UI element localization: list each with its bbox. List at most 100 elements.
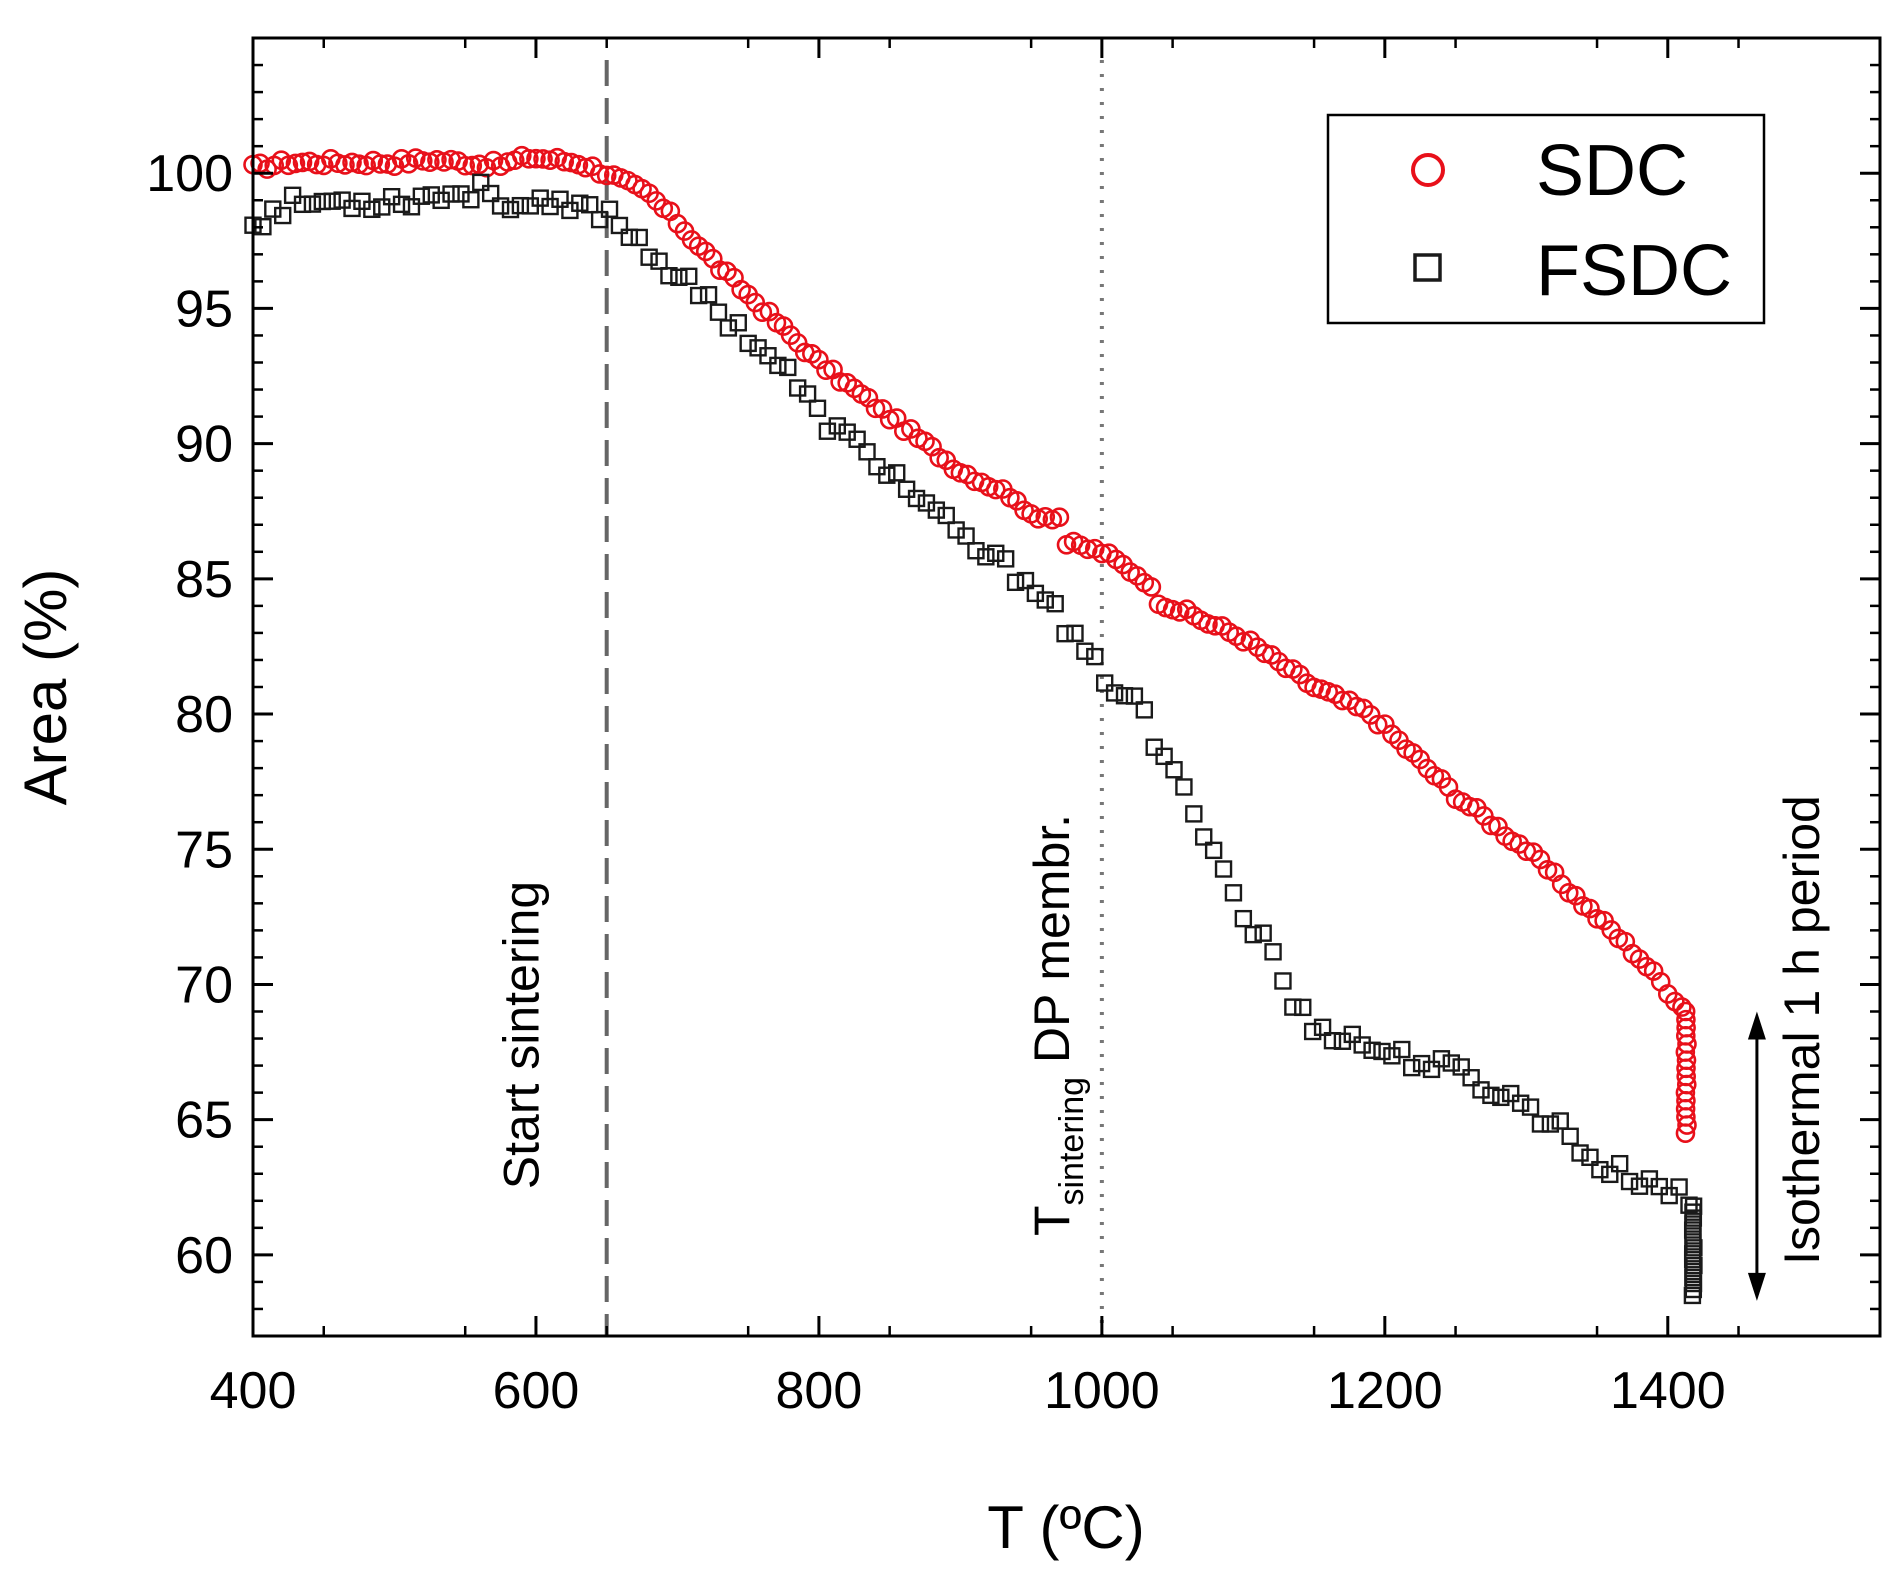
sdc-point (1077, 539, 1098, 560)
sdc-point (1360, 705, 1381, 725)
fsdc-point (1591, 1160, 1609, 1179)
fsdc-point (363, 200, 381, 219)
sdc-point (292, 152, 313, 173)
fsdc-point (1234, 909, 1253, 928)
fsdc-point (858, 443, 876, 461)
legend-box (1326, 113, 1766, 325)
fsdc-point (699, 286, 718, 304)
sintering-temperature-label: Tsintering DP membr. (1024, 814, 1091, 1236)
fsdc-point (709, 303, 728, 321)
isothermal-arrow-head-down (1747, 1272, 1766, 1301)
legend-fsdc-marker (1413, 253, 1442, 282)
fsdc-point (1521, 1098, 1540, 1116)
data-layer (243, 145, 1703, 1305)
sdc-point (865, 398, 886, 419)
fsdc-point (1412, 1054, 1431, 1073)
legend-sdc-marker (1411, 153, 1445, 187)
y-tick-label: 80 (175, 686, 233, 744)
isothermal-arrow-head-up (1747, 1011, 1766, 1040)
sdc-point (1672, 997, 1692, 1017)
fsdc-point (551, 190, 569, 208)
fsdc-point (1502, 1084, 1520, 1103)
fsdc-point (472, 173, 490, 192)
fsdc-point (422, 186, 440, 204)
sdc-point (526, 148, 546, 169)
fsdc-point (1620, 1172, 1639, 1191)
fsdc-point (442, 185, 460, 203)
fsdc-point (779, 358, 797, 377)
fsdc-point (1105, 684, 1124, 702)
fsdc-point (1284, 998, 1302, 1016)
series-sdc (243, 145, 1697, 1143)
y-tick-label: 70 (175, 956, 233, 1014)
fsdc-point (977, 548, 995, 566)
fsdc-point (897, 480, 916, 498)
label-subscript: sintering (1053, 1077, 1091, 1206)
sdc-point (554, 151, 575, 172)
fsdc-point (511, 196, 530, 215)
legend: SDC FSDC (1326, 113, 1766, 325)
series-fsdc (244, 173, 1703, 1305)
sdc-point (1481, 815, 1501, 836)
fsdc-point (1683, 1251, 1702, 1269)
fsdc-point (1274, 972, 1292, 990)
fsdc-point (1601, 1165, 1619, 1184)
axes-layer: 400 600 800 1000 1200 1400 60 65 70 75 80 85 90 95 100 (146, 38, 1880, 1420)
fsdc-point (1006, 573, 1025, 592)
y-tick-label: 65 (175, 1092, 233, 1150)
sdc-point (370, 154, 391, 174)
sdc-point (1049, 507, 1070, 528)
y-tick-label: 60 (175, 1227, 233, 1285)
fsdc-point (818, 422, 837, 440)
sdc-point (455, 155, 476, 176)
fsdc-point (402, 198, 421, 216)
fsdc-point (1670, 1178, 1688, 1196)
fsdc-point (1086, 647, 1104, 666)
fsdc-point (1492, 1088, 1510, 1107)
fsdc-point (283, 186, 302, 205)
fsdc-point (1650, 1177, 1668, 1196)
fsdc-point (1373, 1042, 1391, 1061)
sdc-point (985, 479, 1006, 500)
fsdc-point (1264, 943, 1282, 961)
fsdc-point (293, 195, 312, 214)
fsdc-point (1095, 674, 1114, 692)
fsdc-point (888, 464, 906, 482)
x-tick-label: 600 (493, 1362, 580, 1420)
fsdc-point (808, 399, 827, 417)
fsdc-point (462, 191, 480, 209)
fsdc-point (957, 527, 975, 545)
fsdc-point (680, 267, 698, 286)
fsdc-point (1683, 1286, 1702, 1305)
fsdc-point (1076, 642, 1094, 660)
sdc-point (752, 302, 773, 322)
fsdc-point (1511, 1094, 1530, 1112)
fsdc-point (878, 466, 896, 484)
sdc-point (1459, 796, 1480, 817)
sdc-point (589, 164, 610, 184)
fsdc-point (373, 198, 391, 216)
fsdc-point (1036, 591, 1054, 609)
fsdc-point (1066, 624, 1084, 643)
fsdc-point (1175, 778, 1193, 796)
fsdc-point (1016, 571, 1035, 590)
fsdc-point (987, 544, 1005, 562)
isothermal-label: Isothermal 1 h period (1774, 795, 1830, 1265)
label-t: T (1024, 1206, 1080, 1237)
fsdc-point (590, 210, 609, 229)
fsdc-point (947, 521, 965, 539)
fsdc-point (1393, 1040, 1411, 1059)
fsdc-point (769, 356, 787, 375)
fsdc-point (274, 206, 292, 225)
fsdc-point (650, 252, 668, 270)
fsdc-point (1214, 860, 1233, 878)
fsdc-point (581, 196, 599, 214)
fsdc-point (1056, 624, 1074, 643)
fsdc-point (1155, 747, 1173, 766)
fsdc-point (1531, 1115, 1550, 1133)
fsdc-point (1472, 1081, 1490, 1099)
fsdc-point (1323, 1031, 1342, 1050)
fsdc-point (1452, 1058, 1470, 1076)
sdc-point (596, 165, 617, 186)
fsdc-point (620, 228, 639, 247)
